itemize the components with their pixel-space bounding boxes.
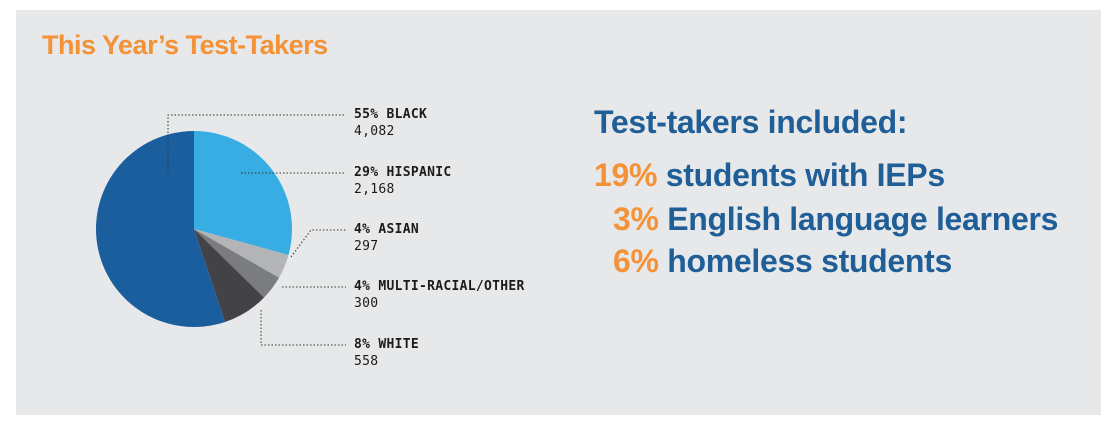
legend-label-asian: 4% ASIAN xyxy=(354,222,420,237)
infographic-panel: This Year’s Test-Takers 55% BLACK 4,082 … xyxy=(16,10,1101,415)
legend-label-multiracial: 4% MULTI-RACIAL/OTHER xyxy=(354,279,525,294)
leader-line-black xyxy=(167,114,346,175)
stat-ieps-pct: 19% xyxy=(594,157,658,193)
legend-label-white: 8% WHITE xyxy=(354,337,420,352)
stat-ell-pct: 3% xyxy=(613,201,659,237)
pie-slice-white xyxy=(194,229,264,322)
pie-slice-black xyxy=(95,131,226,327)
stats-heading: Test-takers included: xyxy=(594,104,908,140)
leader-line-asian xyxy=(290,229,346,258)
stat-homeless-pct: 6% xyxy=(613,243,659,279)
stat-homeless: 6% homeless students xyxy=(613,243,952,280)
pie-slice-hispanic xyxy=(194,131,292,256)
legend-count-black: 4,082 xyxy=(354,124,395,139)
legend-count-white: 558 xyxy=(354,354,379,369)
pie-slice-asian xyxy=(194,229,289,278)
pie-slice-multiracial xyxy=(194,229,280,298)
stat-ell: 3% English language learners xyxy=(613,201,1058,238)
leader-line-white xyxy=(260,310,346,346)
stat-ell-text: English language learners xyxy=(667,201,1059,237)
legend-count-hispanic: 2,168 xyxy=(354,182,395,197)
legend-label-hispanic: 29% HISPANIC xyxy=(354,165,452,180)
stat-ieps-text: students with IEPs xyxy=(665,157,945,193)
legend-count-asian: 297 xyxy=(354,239,379,254)
stat-ieps: 19% students with IEPs xyxy=(594,157,945,194)
stat-homeless-text: homeless students xyxy=(667,243,953,279)
legend-count-multiracial: 300 xyxy=(354,296,379,311)
pie-chart xyxy=(95,114,346,346)
page-title: This Year’s Test-Takers xyxy=(42,30,328,60)
legend-label-black: 55% BLACK xyxy=(354,107,428,122)
